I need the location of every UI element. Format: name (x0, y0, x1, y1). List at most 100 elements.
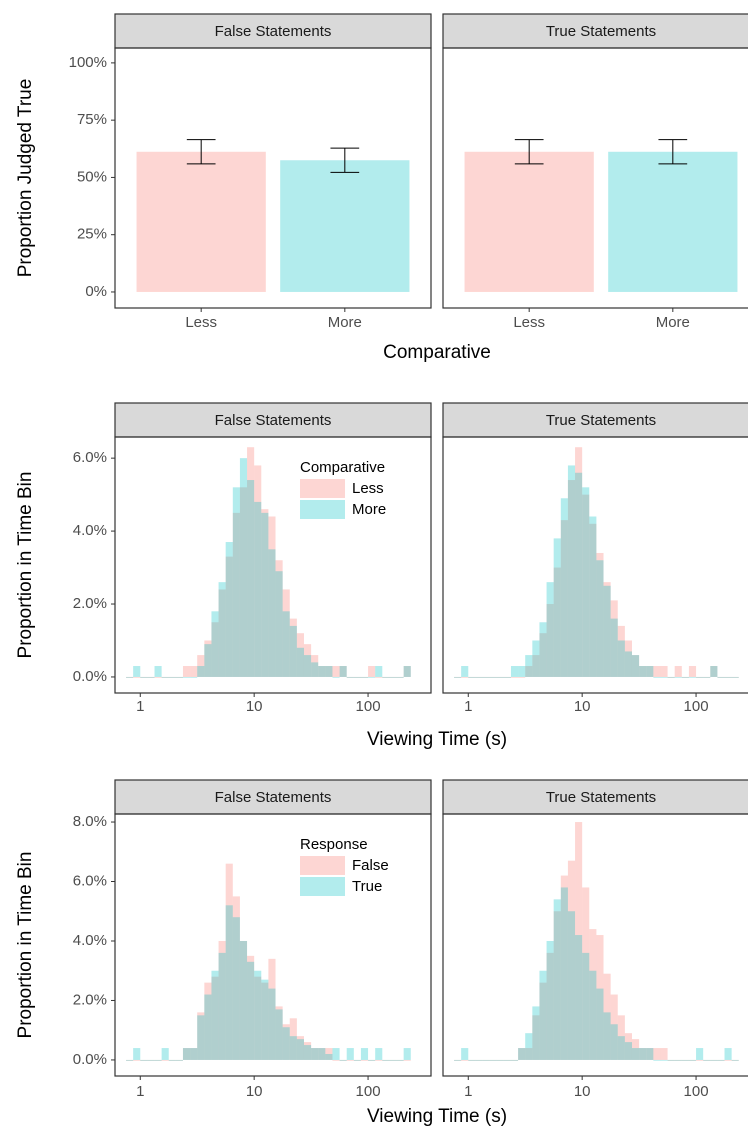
histogram-bar (197, 1012, 205, 1060)
histogram-bar (325, 1048, 333, 1060)
histogram-bar (303, 655, 312, 677)
histogram-bar (617, 1036, 625, 1060)
histogram-bar (275, 1006, 283, 1060)
histogram-bar (318, 666, 326, 677)
legend-key (300, 856, 345, 875)
histogram-bar (353, 1059, 361, 1061)
bar (608, 151, 738, 292)
legend-label: False (352, 857, 389, 874)
x-tick-label: 100 (684, 698, 709, 715)
histogram-bar (353, 676, 361, 678)
histogram-bar (603, 585, 611, 677)
histogram-bar (582, 952, 590, 1060)
histogram-bar (518, 1048, 526, 1060)
histogram-bar (247, 447, 255, 677)
histogram-bar (731, 1059, 739, 1061)
histogram-bar (268, 958, 276, 1060)
histogram-bar (261, 509, 269, 677)
x-tick-label: 100 (356, 1083, 381, 1100)
histogram-bar (532, 655, 540, 677)
histogram-bar (653, 1048, 661, 1060)
histogram-bar (211, 976, 219, 1060)
histogram-bar (653, 666, 661, 677)
x-tick-label: 10 (574, 1083, 591, 1100)
facet-title: True Statements (546, 412, 656, 429)
histogram-bar (239, 487, 248, 677)
histogram-bar (403, 666, 411, 677)
histogram-bar (518, 676, 526, 678)
histogram-bar (660, 666, 668, 677)
y-tick-label: 100% (69, 54, 107, 71)
histogram-bar (560, 498, 568, 677)
histogram-bar (268, 516, 276, 677)
histogram-bar (482, 676, 490, 678)
histogram-bar (731, 676, 739, 678)
histogram-bar (396, 1059, 404, 1061)
histogram-bar (546, 952, 554, 1060)
histogram-bar (239, 940, 248, 1060)
facet-title: True Statements (546, 23, 656, 40)
histogram-bar (589, 516, 597, 677)
histogram-bar (382, 676, 390, 678)
histogram-bar (560, 520, 568, 677)
histogram-bar (168, 676, 176, 678)
histogram-bar (325, 666, 333, 677)
legend-title: Comparative (300, 459, 385, 476)
histogram-bar (639, 666, 647, 677)
y-tick-label: 0% (85, 283, 107, 300)
histogram-bar (197, 666, 205, 677)
histogram-bar (268, 549, 276, 677)
histogram-bar (482, 1059, 490, 1061)
y-tick-label: 6.0% (73, 449, 107, 466)
histogram-bar (510, 1059, 519, 1061)
histogram-bar (660, 1048, 668, 1060)
legend-label: True (352, 878, 382, 895)
histogram-bar (567, 860, 576, 1060)
histogram-bar (496, 1059, 504, 1061)
histogram-bar (133, 666, 141, 677)
histogram-bar (247, 480, 255, 677)
histogram-bar (353, 676, 361, 678)
panel-border (442, 813, 748, 1077)
x-tick-label: 10 (574, 698, 591, 715)
histogram-bar (126, 1059, 134, 1061)
x-axis-title: Comparative (383, 342, 491, 363)
y-tick-label: 4.0% (73, 932, 107, 949)
histogram-bar (239, 458, 248, 677)
histogram-bar (582, 494, 590, 677)
y-tick-label: 4.0% (73, 522, 107, 539)
x-tick-label: Less (513, 314, 545, 331)
histogram-bar (560, 887, 568, 1060)
histogram-bar (631, 655, 640, 677)
panel-border (442, 47, 748, 309)
histogram-bar (546, 940, 554, 1060)
panel-border (442, 436, 748, 694)
histogram-bar (218, 940, 226, 1060)
histogram-bar (311, 1048, 319, 1060)
histogram-bar (375, 1059, 383, 1061)
histogram-bar (389, 1059, 397, 1061)
histogram-bar (539, 633, 547, 677)
histogram-bar (311, 1048, 319, 1060)
histogram-bar (461, 1059, 469, 1061)
histogram-bar (190, 1048, 198, 1060)
histogram-bar (282, 589, 290, 677)
histogram-bar (168, 1059, 176, 1061)
histogram-bar (674, 1059, 682, 1061)
histogram-bar (232, 487, 240, 677)
histogram-bar (468, 1059, 476, 1061)
histogram-bar (154, 676, 162, 678)
histogram-bar (254, 976, 262, 1060)
error-bar (186, 139, 216, 165)
histogram-bar (375, 1048, 383, 1060)
histogram-bar (688, 666, 697, 677)
histogram-bar (396, 676, 404, 678)
histogram-bar (681, 1059, 689, 1061)
histogram-bar (161, 676, 169, 678)
histogram-bar (646, 1048, 654, 1060)
panel-border (114, 47, 432, 309)
histogram-bar (703, 1059, 711, 1061)
histogram-bar (503, 676, 511, 678)
histogram-bar (489, 1059, 497, 1061)
histogram-bar (289, 625, 297, 677)
